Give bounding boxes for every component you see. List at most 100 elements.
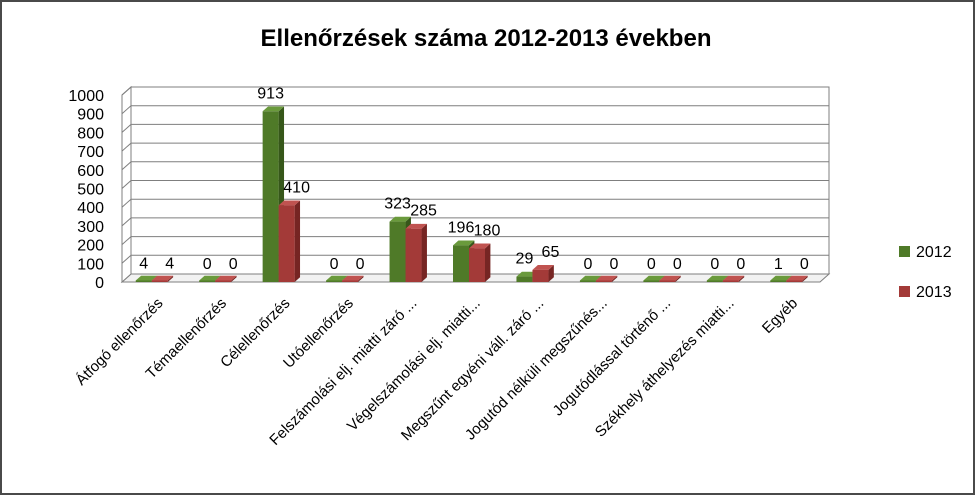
y-tick-label: 600 bbox=[77, 163, 104, 180]
y-tick-label: 200 bbox=[77, 238, 104, 255]
y-tick-label: 300 bbox=[77, 219, 104, 236]
y-tick-label: 800 bbox=[77, 125, 104, 142]
legend-swatch bbox=[899, 246, 910, 257]
y-tick-label: 500 bbox=[77, 182, 104, 199]
bar-top bbox=[532, 265, 554, 270]
bar-top bbox=[453, 240, 475, 246]
legend-label: 2013 bbox=[916, 284, 952, 301]
bar-top bbox=[595, 275, 618, 281]
bar-top bbox=[405, 223, 427, 229]
bar-side bbox=[231, 275, 237, 282]
data-label: 65 bbox=[542, 244, 560, 261]
bar-side bbox=[358, 275, 364, 282]
bar-front bbox=[278, 205, 295, 282]
bar-front bbox=[659, 280, 676, 282]
data-label: 4 bbox=[165, 255, 174, 272]
grid-line bbox=[121, 161, 829, 171]
bar bbox=[405, 223, 427, 282]
bar-front bbox=[532, 269, 549, 282]
data-label: 0 bbox=[356, 256, 365, 273]
bar bbox=[342, 275, 364, 282]
bar-side bbox=[548, 265, 554, 282]
bar-side bbox=[738, 275, 745, 282]
grid-line bbox=[121, 254, 829, 264]
legend-swatch bbox=[899, 286, 910, 297]
bar-top bbox=[659, 275, 681, 281]
bar-side bbox=[167, 275, 174, 282]
data-label: 196 bbox=[448, 219, 475, 236]
data-label: 0 bbox=[673, 256, 682, 273]
data-label: 29 bbox=[516, 251, 534, 268]
data-label: 0 bbox=[229, 256, 238, 273]
bar bbox=[659, 275, 681, 282]
category-label: Végelszámolási elj. miatti... bbox=[344, 295, 484, 435]
bar-top bbox=[579, 275, 602, 281]
bar-top bbox=[326, 275, 348, 281]
bar bbox=[215, 275, 237, 282]
category-label: Egyéb bbox=[759, 295, 801, 337]
bar bbox=[278, 200, 301, 282]
data-label: 0 bbox=[203, 256, 212, 273]
grid-line bbox=[121, 86, 829, 96]
bar-front bbox=[215, 280, 232, 282]
bar-front bbox=[453, 245, 469, 282]
y-tick-label: 1000 bbox=[68, 88, 104, 105]
grid-line bbox=[121, 123, 829, 133]
category-label: Jogutódlással történő ... bbox=[550, 295, 675, 420]
bar-top bbox=[262, 106, 285, 112]
bar-front bbox=[405, 228, 422, 282]
bar-top bbox=[389, 216, 411, 222]
data-label: 410 bbox=[283, 179, 310, 196]
bar-top bbox=[786, 275, 808, 281]
bar-side bbox=[611, 275, 618, 282]
bar-front bbox=[595, 280, 612, 282]
bar-front bbox=[786, 280, 803, 282]
y-tick-label: 100 bbox=[77, 256, 104, 273]
data-label: 180 bbox=[474, 222, 501, 239]
bar bbox=[722, 275, 745, 282]
data-label: 323 bbox=[384, 196, 411, 213]
bar-side bbox=[485, 243, 491, 282]
bars bbox=[135, 106, 808, 283]
data-label: 1 bbox=[774, 256, 783, 273]
bar-front bbox=[326, 280, 343, 282]
bar-side bbox=[675, 275, 681, 282]
bar-top bbox=[722, 275, 745, 281]
data-label: 0 bbox=[330, 256, 339, 273]
y-tick-label: 0 bbox=[95, 275, 104, 292]
bar-front bbox=[579, 280, 596, 282]
chart-title: Ellenőrzések száma 2012-2013 években bbox=[261, 25, 712, 52]
bar-top bbox=[199, 275, 221, 281]
grid-lines bbox=[121, 86, 829, 264]
bar bbox=[469, 243, 491, 282]
data-label: 913 bbox=[257, 85, 284, 102]
bar-side bbox=[421, 223, 427, 282]
bar-front bbox=[722, 280, 739, 282]
grid-line bbox=[121, 217, 829, 227]
grid-line bbox=[121, 105, 829, 115]
bar-front bbox=[706, 280, 723, 282]
legend: 2012 2013 bbox=[899, 244, 952, 301]
legend-label: 2012 bbox=[916, 244, 952, 261]
bar-top bbox=[643, 275, 665, 281]
bar-front bbox=[389, 221, 406, 282]
bar-front bbox=[262, 111, 279, 282]
bar bbox=[595, 275, 618, 282]
data-label: 0 bbox=[736, 256, 745, 273]
bar-front bbox=[151, 280, 168, 282]
bar-front bbox=[135, 280, 152, 282]
data-label: 0 bbox=[583, 256, 592, 273]
bar bbox=[151, 275, 174, 282]
grid-line bbox=[121, 142, 829, 152]
y-tick-label: 900 bbox=[77, 107, 104, 124]
category-labels: Átfogó ellenőrzésTémaellenőrzésCélellenő… bbox=[73, 295, 802, 449]
data-label: 0 bbox=[647, 256, 656, 273]
grid-line bbox=[121, 236, 829, 245]
bar-front bbox=[469, 248, 485, 282]
data-label: 0 bbox=[609, 256, 618, 273]
bar-top bbox=[469, 243, 491, 249]
bar-top bbox=[706, 275, 729, 281]
